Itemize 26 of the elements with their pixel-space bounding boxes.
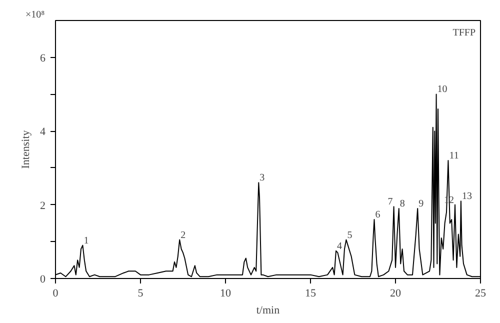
x-tick-label: 20 [390,288,402,300]
y-tick-label: 6 [40,52,46,64]
y-tick-label: 4 [40,126,46,138]
annotation: TFFP [452,28,476,38]
annotation: 4 [337,240,342,252]
x-tick-label: 15 [305,288,316,300]
annotation: 3 [260,172,265,184]
x-tick-label: 5 [138,288,144,300]
x-tick-label: 10 [220,288,232,300]
x-axis-title: t/min [256,304,280,316]
annotation: 8 [400,198,405,210]
y-axis-title: Intensity [20,130,32,169]
annotation: 6 [375,210,380,221]
x-tick-label: 25 [475,288,486,300]
annotation: 13 [462,191,472,202]
annotation: 1 [84,235,89,246]
annotation: 9 [418,198,424,210]
y-tick-label: 2 [40,200,46,212]
annotation: 5 [347,230,352,241]
annotation: 2 [180,230,186,241]
annotation: 10 [437,84,448,96]
annotation: 7 [388,196,393,208]
text: ×10⁸ [26,10,46,20]
x-tick-label: 0 [52,288,59,300]
annotation: 11 [449,150,459,162]
y-tick-label: 0 [40,274,46,286]
